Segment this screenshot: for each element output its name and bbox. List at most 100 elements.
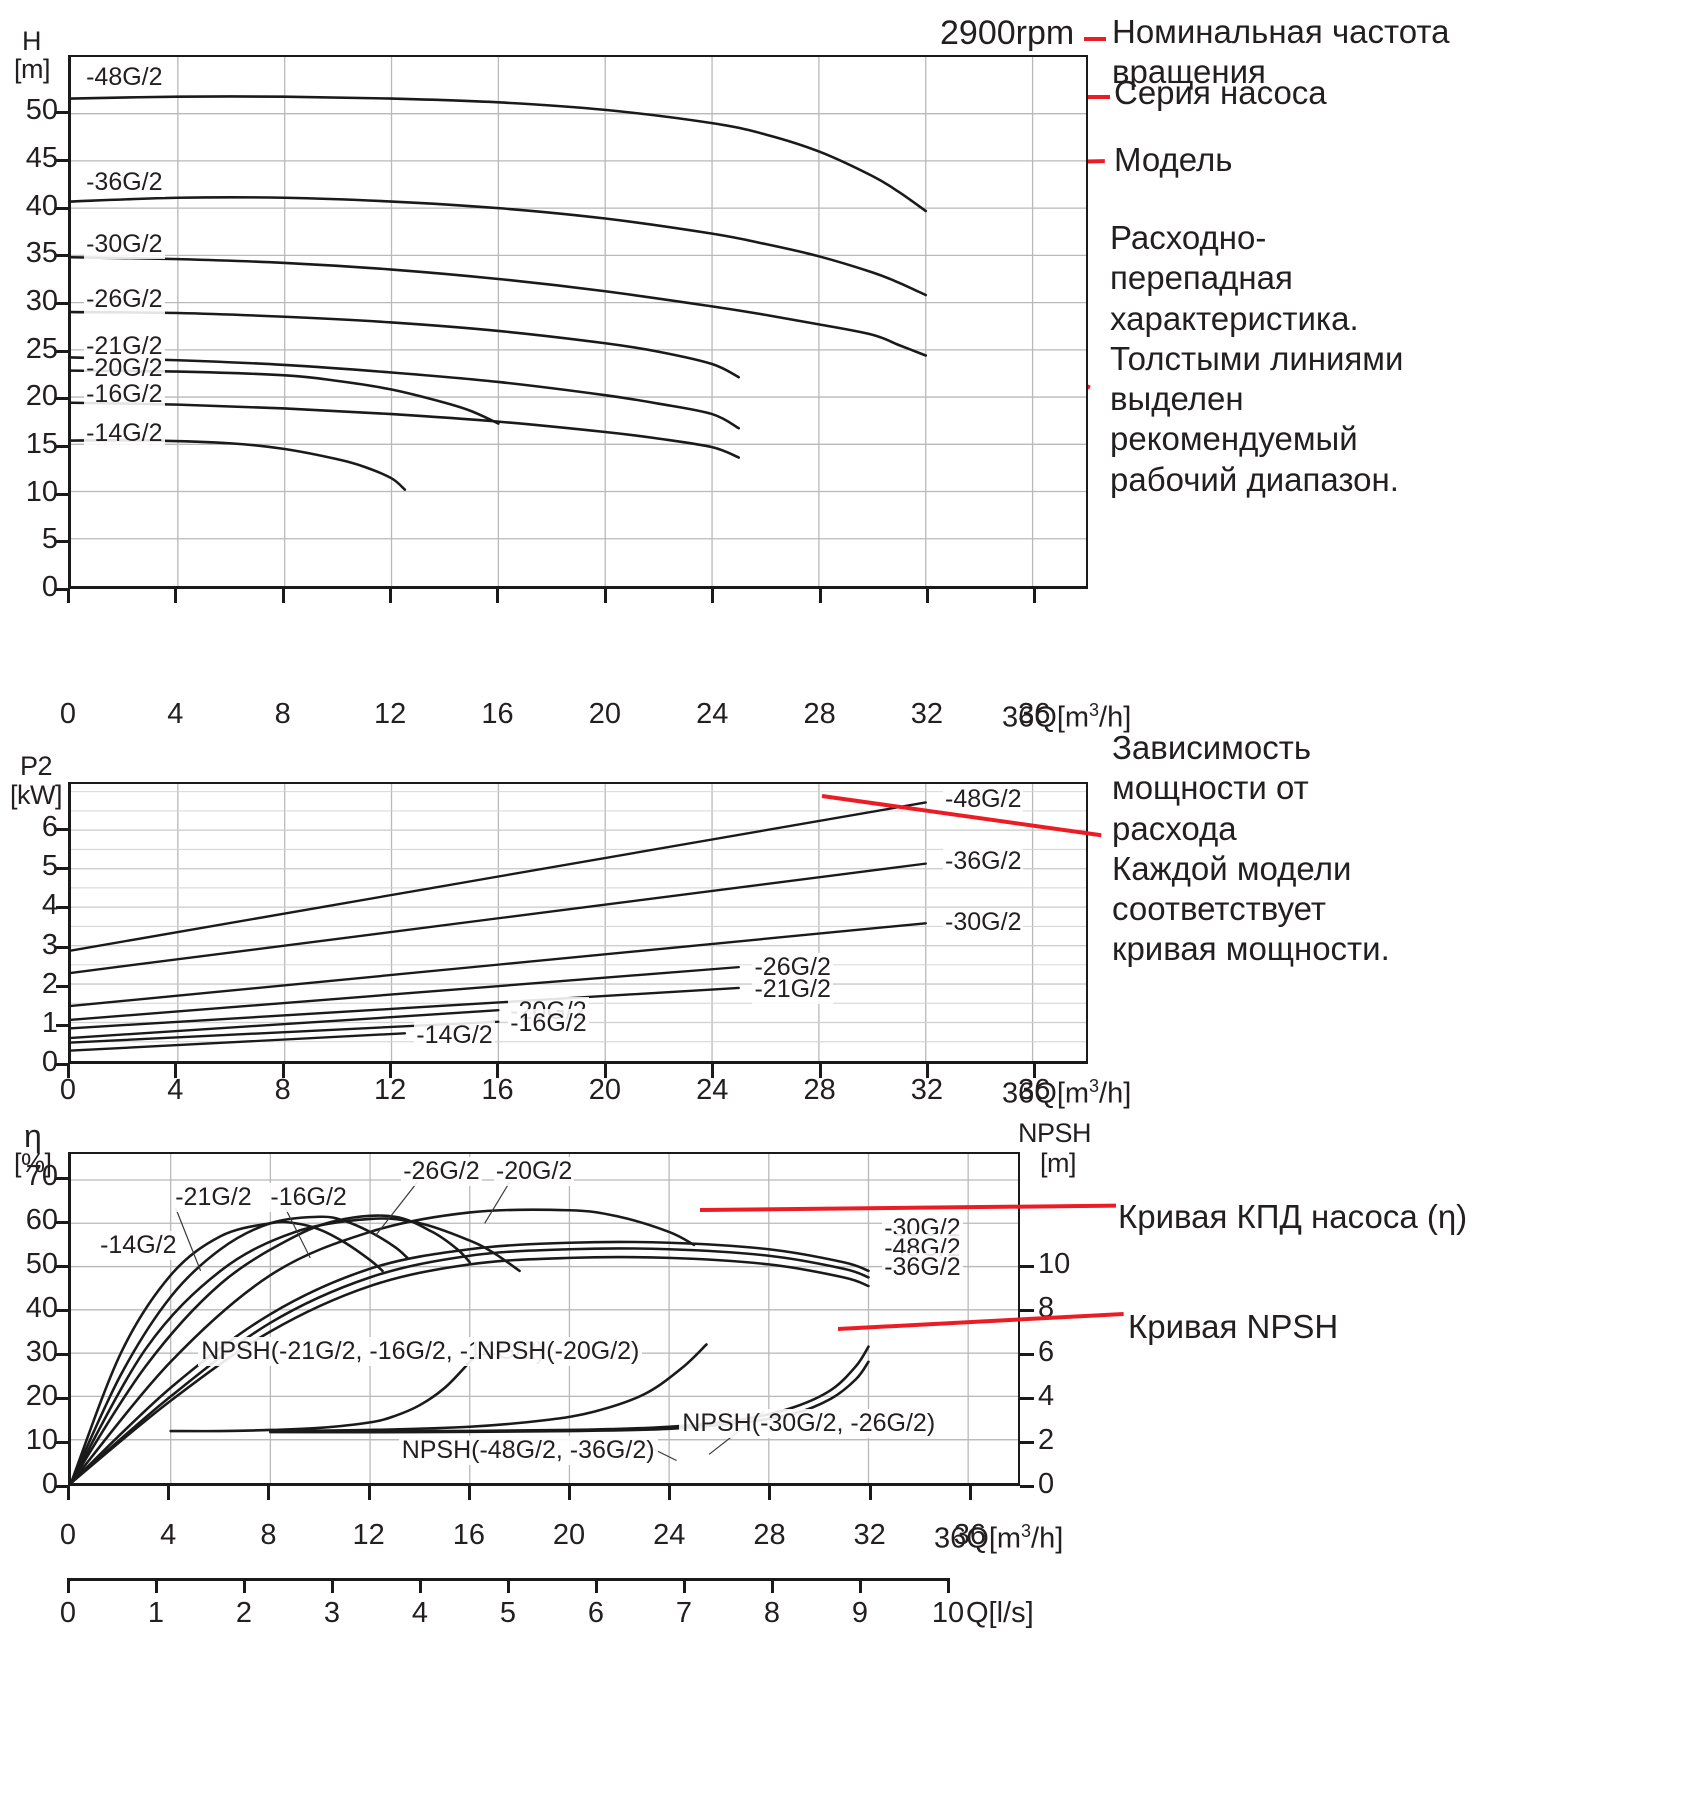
chart1-xtick-label: 12 bbox=[373, 698, 407, 730]
chart3-ytick-right-label: 6 bbox=[1038, 1336, 1055, 1369]
chart2-xtick-label: 0 bbox=[59, 1074, 77, 1106]
chart3-secondary-xtick-label: 8 bbox=[763, 1597, 781, 1629]
chart3-secondary-xtick-label: 7 bbox=[675, 1597, 693, 1629]
chart3-xtick-label: 32 bbox=[853, 1519, 886, 1551]
label-leader-line bbox=[284, 1207, 311, 1259]
chart1-ytick-label: 20 bbox=[25, 380, 58, 413]
chart2-xtick-tick bbox=[711, 1064, 715, 1078]
chart3-ylabel-eta: η bbox=[24, 1118, 42, 1154]
chart3-ylabel-right-unit: [m] bbox=[1040, 1148, 1077, 1178]
chart2-xtick-tick bbox=[818, 1064, 822, 1078]
power-curve-annotation: Зависимость мощности от расхода Каждой м… bbox=[1112, 729, 1390, 968]
chart3-ytick-right-tick bbox=[1020, 1309, 1034, 1313]
curve--20g2 bbox=[71, 369, 500, 425]
chart3-secondary-xtick-label: 4 bbox=[411, 1597, 429, 1629]
chart1-ytick-label: 30 bbox=[25, 284, 58, 317]
chart3-xaxis-title-tail: /h] bbox=[1031, 1522, 1064, 1555]
chart3-secondary-xtick-label: 3 bbox=[323, 1597, 341, 1629]
chart1-xtick-tick bbox=[67, 589, 70, 603]
chart3-xtick-label: 16 bbox=[452, 1519, 485, 1551]
efficiency-npsh-chart bbox=[68, 1152, 1020, 1486]
chart2-xaxis-title-main: 36Q[m bbox=[1002, 1077, 1090, 1110]
chart3-ytick-label: 60 bbox=[25, 1204, 58, 1237]
curve--48g2 bbox=[71, 1247, 870, 1483]
chart3-xtick-tick bbox=[568, 1486, 572, 1500]
chart3-xaxis-title: 36Q[m3/h] bbox=[934, 1521, 1063, 1556]
chart1-xtick-label: 28 bbox=[803, 698, 836, 730]
chart3-xtick-tick bbox=[167, 1486, 171, 1500]
chart3-ytick-right-tick bbox=[1020, 1397, 1034, 1401]
chart3-ytick-right-tick bbox=[1020, 1485, 1034, 1488]
curve--48g2 bbox=[71, 95, 928, 213]
chart1-ytick-label: 40 bbox=[25, 189, 58, 222]
chart1-ytick-label: 45 bbox=[25, 141, 58, 174]
curve-npsh-21g2-16g2-14g2 bbox=[169, 1345, 484, 1433]
chart1-xaxis-title: 36Q[m3/h] bbox=[1002, 700, 1131, 735]
series-annotation: Серия насоса bbox=[1114, 74, 1327, 111]
head-curve-annotation: Расходно- перепадная характеристика. Тол… bbox=[1110, 219, 1404, 498]
chart3-xaxis-title-sup: 3 bbox=[1021, 1521, 1032, 1541]
label-leader-line bbox=[374, 1181, 418, 1237]
chart2-xtick-label: 8 bbox=[274, 1074, 291, 1106]
chart2-ytick-label: 4 bbox=[41, 889, 58, 922]
power-flow-chart bbox=[68, 782, 1088, 1064]
chart1-ytick-label: 10 bbox=[25, 475, 58, 508]
chart2-xtick-tick bbox=[496, 1064, 500, 1078]
chart2-xtick-tick bbox=[603, 1064, 607, 1078]
chart1-xtick-label: 8 bbox=[274, 698, 291, 730]
chart3-secondary-xtick-label: 0 bbox=[59, 1597, 77, 1629]
chart1-xaxis-title-sup: 3 bbox=[1089, 700, 1100, 720]
curve--21g2 bbox=[71, 356, 741, 430]
chart2-xtick-label: 28 bbox=[803, 1074, 836, 1106]
chart1-ylabel-h: H bbox=[22, 26, 42, 56]
curve--20g2 bbox=[71, 1009, 500, 1040]
chart2-xtick-label: 12 bbox=[373, 1074, 407, 1106]
chart3-xtick-label: 12 bbox=[352, 1519, 385, 1551]
chart3-ytick-right-label: 0 bbox=[1038, 1468, 1055, 1500]
chart1-xtick-tick bbox=[818, 589, 822, 603]
chart3-xtick-tick bbox=[668, 1486, 672, 1500]
chart1-xtick-label: 16 bbox=[481, 698, 514, 730]
curve-npsh-20g2 bbox=[269, 1343, 708, 1433]
chart1-ytick-label: 15 bbox=[25, 427, 58, 460]
efficiency-npsh-curves bbox=[71, 1154, 1018, 1483]
chart2-xtick-label: 4 bbox=[167, 1074, 184, 1106]
npsh-annotation: Кривая NPSH bbox=[1128, 1308, 1339, 1345]
label-leader-line bbox=[175, 1207, 202, 1272]
chart3-ytick-label: 40 bbox=[25, 1292, 58, 1325]
chart2-xtick-label: 24 bbox=[696, 1074, 729, 1106]
rpm-annotation: Номинальная частота вращения bbox=[1112, 13, 1450, 91]
chart1-xtick-tick bbox=[281, 589, 285, 603]
chart3-xtick-tick bbox=[67, 1486, 70, 1500]
curve--20g2 bbox=[71, 1208, 696, 1483]
chart1-xtick-label: 4 bbox=[167, 698, 184, 730]
chart2-ytick-label: 6 bbox=[41, 811, 58, 843]
model-annotation: Модель bbox=[1114, 141, 1233, 178]
label-leader-line bbox=[708, 1411, 765, 1455]
chart3-xtick-tick bbox=[868, 1486, 872, 1500]
efficiency-annotation: Кривая КПД насоса (η) bbox=[1118, 1198, 1468, 1235]
chart2-ytick-label: 3 bbox=[41, 928, 58, 961]
chart2-xtick-tick bbox=[925, 1064, 929, 1078]
head-curves bbox=[71, 57, 1086, 586]
chart3-secondary-xtick-label: 9 bbox=[851, 1597, 869, 1629]
curve--16g2 bbox=[71, 401, 741, 459]
chart2-ytick-label: 5 bbox=[41, 850, 58, 883]
chart3-ytick-label: 0 bbox=[41, 1468, 58, 1500]
chart3-xtick-label: 8 bbox=[260, 1519, 277, 1551]
curve--30g2 bbox=[71, 255, 928, 357]
chart3-ytick-right-tick bbox=[1020, 1265, 1034, 1269]
chart3-xtick-tick bbox=[267, 1486, 271, 1500]
chart3-xtick-label: 28 bbox=[753, 1519, 786, 1551]
rpm-leader-line bbox=[1084, 37, 1106, 41]
chart2-xaxis-title-tail: /h] bbox=[1099, 1077, 1132, 1110]
chart3-ylabel-unit: [%] bbox=[14, 1148, 52, 1178]
chart1-ytick-label: 50 bbox=[25, 94, 58, 127]
chart1-ytick-label: 35 bbox=[25, 237, 58, 270]
chart1-ylabel-unit: [m] bbox=[14, 54, 51, 84]
rpm-value: 2900rpm bbox=[940, 14, 1075, 52]
curve--30g2 bbox=[71, 922, 927, 1008]
chart1-xtick-label: 32 bbox=[910, 698, 944, 730]
chart3-ytick-right-label: 2 bbox=[1038, 1424, 1055, 1457]
chart3-secondary-xaxis-title: Q[l/s] bbox=[966, 1597, 1034, 1629]
